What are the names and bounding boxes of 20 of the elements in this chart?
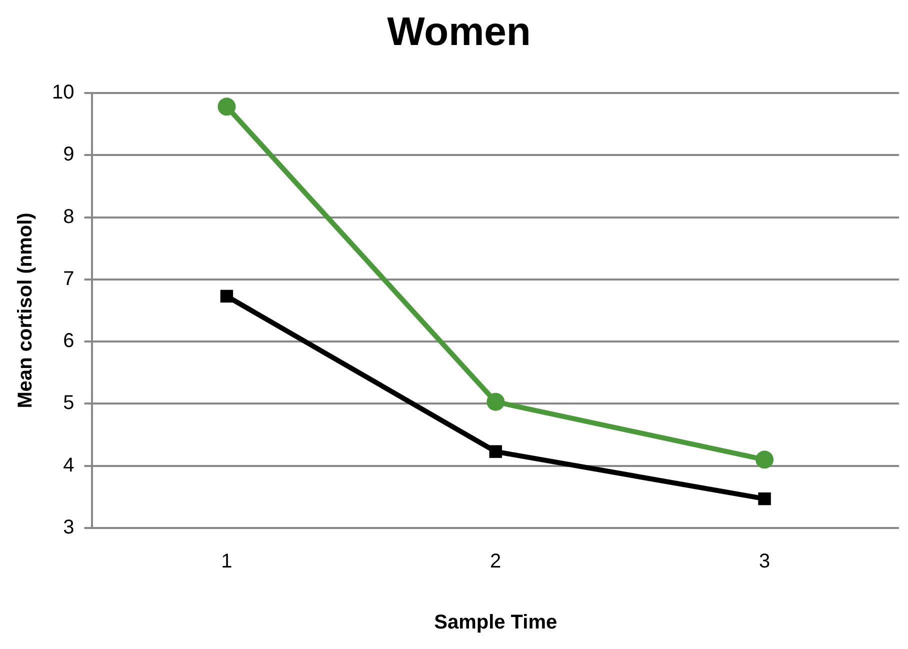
y-axis-title: Mean cortisol (nmol) [14,212,37,408]
y-tick-label: 6 [63,330,74,352]
point [220,290,234,303]
x-axis-title: Sample Time [434,612,558,634]
point [758,492,771,506]
y-tick-label: 3 [63,516,74,539]
point [756,450,774,469]
y-tick-label: 8 [63,206,74,228]
y-tick-label: 7 [63,268,74,290]
y-tick-label: 5 [63,392,74,414]
point [489,445,502,458]
x-tick-label: 2 [490,550,502,573]
y-tick-label: 10 [52,82,74,104]
y-tick-label: 4 [63,454,74,476]
point [486,392,505,411]
x-tick-label: 3 [758,550,770,573]
y-tick-label: 9 [63,144,74,166]
x-tick-label: 1 [221,550,232,573]
point [218,98,236,116]
chart-title: Women [387,10,531,54]
